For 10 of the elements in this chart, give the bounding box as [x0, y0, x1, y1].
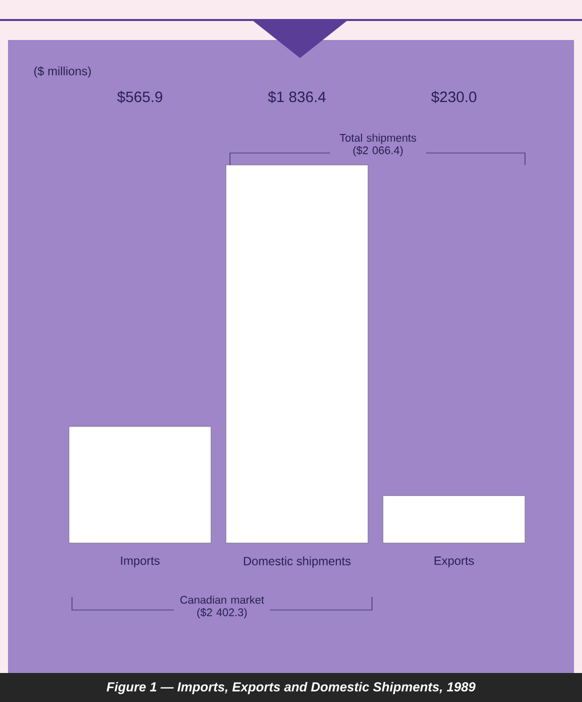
- x-tick-label: Domestic shipments: [244, 556, 351, 568]
- text: Canadian market ($2 402.3): [180, 596, 264, 618]
- data-label: $1 836.4: [268, 90, 326, 104]
- text: Total shipments ($2 066.4): [340, 134, 416, 156]
- text: ($ millions): [34, 66, 91, 78]
- data-label: $230.0: [431, 90, 476, 104]
- x-tick-label: Imports: [121, 556, 160, 568]
- data-label: $565.9: [117, 90, 162, 104]
- text: Figure 1 — Imports, Exports and Domestic Shipments, 1989: [106, 682, 476, 694]
- x-tick-label: Exports: [434, 556, 474, 568]
